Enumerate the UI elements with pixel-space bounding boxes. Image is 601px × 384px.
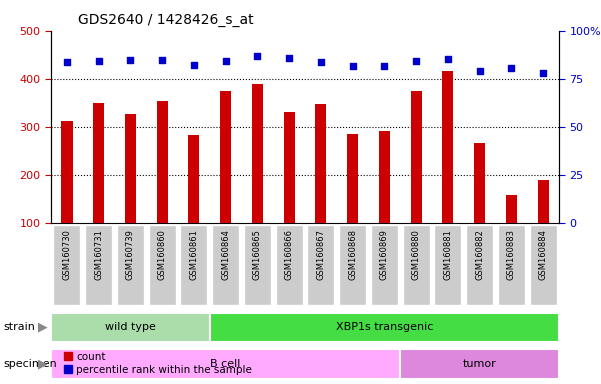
Point <box>252 53 262 59</box>
Text: GSM160866: GSM160866 <box>285 229 294 280</box>
Text: wild type: wild type <box>105 322 156 333</box>
Bar <box>371 225 398 305</box>
Text: XBP1s transgenic: XBP1s transgenic <box>336 322 433 333</box>
Bar <box>276 225 303 305</box>
Bar <box>506 195 517 223</box>
Bar <box>220 91 231 223</box>
Text: GSM160881: GSM160881 <box>444 229 453 280</box>
Text: ▶: ▶ <box>38 358 47 370</box>
Point <box>126 58 135 64</box>
Point <box>157 58 167 64</box>
Text: GSM160882: GSM160882 <box>475 229 484 280</box>
Point <box>284 55 294 61</box>
Bar <box>51 313 210 342</box>
Bar <box>252 84 263 223</box>
Text: GSM160868: GSM160868 <box>348 229 357 280</box>
Bar <box>529 225 557 305</box>
Bar <box>180 225 207 305</box>
Bar <box>157 101 168 223</box>
Bar <box>466 225 493 305</box>
Bar <box>339 225 366 305</box>
Bar <box>284 112 294 223</box>
Point <box>475 68 484 74</box>
Point <box>507 65 516 71</box>
Bar <box>347 134 358 223</box>
Point <box>443 56 453 62</box>
Bar <box>379 131 390 223</box>
Text: GSM160731: GSM160731 <box>94 229 103 280</box>
Text: GSM160880: GSM160880 <box>412 229 421 280</box>
Text: strain: strain <box>3 322 35 333</box>
Point <box>380 63 389 70</box>
Point <box>348 63 358 69</box>
Bar <box>53 225 81 305</box>
Point <box>316 59 326 65</box>
Bar <box>316 104 326 223</box>
Bar <box>244 225 271 305</box>
Text: GSM160860: GSM160860 <box>157 229 166 280</box>
Bar <box>125 114 136 223</box>
Text: ▶: ▶ <box>38 321 47 334</box>
Bar <box>85 225 112 305</box>
Bar <box>61 121 73 223</box>
Point <box>62 60 72 66</box>
Text: GSM160730: GSM160730 <box>63 229 72 280</box>
Point <box>411 58 421 65</box>
Bar <box>442 71 453 223</box>
Bar <box>188 136 200 223</box>
Bar <box>148 225 175 305</box>
Legend: count, percentile rank within the sample: count, percentile rank within the sample <box>59 348 256 379</box>
Text: B cell: B cell <box>210 359 241 369</box>
Bar <box>474 143 485 223</box>
Text: GSM160867: GSM160867 <box>316 229 325 280</box>
Text: GSM160884: GSM160884 <box>538 229 548 280</box>
Bar <box>307 225 334 305</box>
Text: GSM160739: GSM160739 <box>126 229 135 280</box>
Text: GSM160883: GSM160883 <box>507 229 516 280</box>
Bar <box>410 91 422 223</box>
Text: GSM160864: GSM160864 <box>221 229 230 280</box>
Bar <box>400 349 559 379</box>
Bar <box>51 349 400 379</box>
Bar <box>403 225 430 305</box>
Bar <box>435 225 462 305</box>
Point <box>538 70 548 76</box>
Text: GDS2640 / 1428426_s_at: GDS2640 / 1428426_s_at <box>78 13 254 27</box>
Text: tumor: tumor <box>463 359 496 369</box>
Point <box>94 58 103 64</box>
Point <box>189 62 199 68</box>
Point <box>221 58 230 65</box>
Bar <box>212 225 239 305</box>
Text: GSM160865: GSM160865 <box>253 229 262 280</box>
Bar <box>117 225 144 305</box>
Text: GSM160861: GSM160861 <box>189 229 198 280</box>
Text: GSM160869: GSM160869 <box>380 229 389 280</box>
Bar <box>498 225 525 305</box>
Bar <box>210 313 559 342</box>
Bar <box>537 180 549 223</box>
Text: specimen: specimen <box>3 359 56 369</box>
Bar <box>93 103 104 223</box>
